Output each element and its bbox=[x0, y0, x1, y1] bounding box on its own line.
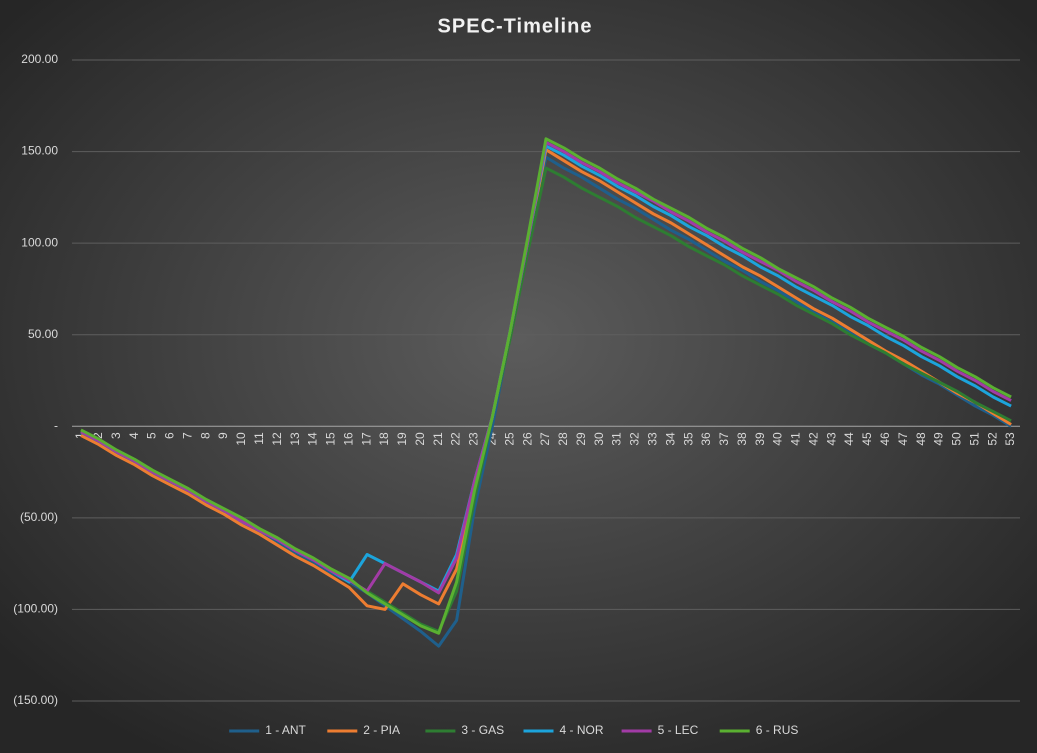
x-tick-label: 21 bbox=[431, 432, 445, 446]
x-tick-label: 34 bbox=[663, 432, 677, 446]
series-line bbox=[80, 137, 1012, 635]
x-tick-label: 52 bbox=[985, 432, 999, 446]
x-tick-label: 26 bbox=[520, 432, 534, 446]
x-tick-label: 49 bbox=[932, 432, 946, 446]
x-tick-label: 9 bbox=[216, 432, 230, 439]
x-tick-label: 31 bbox=[610, 432, 624, 446]
x-tick-label: 7 bbox=[180, 432, 194, 439]
x-tick-label: 51 bbox=[967, 432, 981, 446]
x-tick-label: 20 bbox=[413, 432, 427, 446]
x-tick-label: 28 bbox=[556, 432, 570, 446]
y-tick-label: 100.00 bbox=[21, 235, 58, 249]
x-tick-label: 29 bbox=[574, 432, 588, 446]
y-tick-label: 200.00 bbox=[21, 52, 58, 66]
x-tick-label: 19 bbox=[395, 432, 409, 446]
x-tick-label: 18 bbox=[377, 432, 391, 446]
x-tick-label: 10 bbox=[234, 432, 248, 446]
legend-label: 6 - RUS bbox=[756, 723, 799, 737]
x-tick-label: 4 bbox=[127, 432, 141, 439]
x-tick-label: 53 bbox=[1003, 432, 1017, 446]
y-tick-label: (50.00) bbox=[20, 510, 58, 524]
x-tick-label: 11 bbox=[252, 432, 266, 445]
x-tick-label: 30 bbox=[592, 432, 606, 446]
x-tick-label: 25 bbox=[502, 432, 516, 446]
x-tick-label: 44 bbox=[842, 432, 856, 446]
x-tick-label: 43 bbox=[824, 432, 838, 446]
y-tick-label: (150.00) bbox=[13, 693, 58, 707]
y-tick-label: 150.00 bbox=[21, 144, 58, 158]
y-tick-label: (100.00) bbox=[13, 602, 58, 616]
x-tick-label: 16 bbox=[341, 432, 355, 446]
x-tick-label: 5 bbox=[145, 432, 159, 439]
x-tick-label: 45 bbox=[860, 432, 874, 446]
x-tick-label: 6 bbox=[163, 432, 177, 439]
legend-label: 3 - GAS bbox=[461, 723, 504, 737]
x-tick-label: 2 bbox=[91, 432, 105, 439]
x-tick-label: 38 bbox=[735, 432, 749, 446]
legend-label: 1 - ANT bbox=[265, 723, 306, 737]
y-tick-label: - bbox=[54, 418, 58, 432]
x-tick-label: 32 bbox=[628, 432, 642, 446]
x-tick-label: 39 bbox=[753, 432, 767, 446]
legend-label: 5 - LEC bbox=[658, 723, 699, 737]
y-tick-label: 50.00 bbox=[28, 327, 58, 341]
x-tick-label: 48 bbox=[914, 432, 928, 446]
x-tick-label: 15 bbox=[324, 432, 338, 446]
x-tick-label: 47 bbox=[896, 432, 910, 446]
legend-label: 4 - NOR bbox=[560, 723, 604, 737]
x-tick-label: 8 bbox=[198, 432, 212, 439]
x-tick-label: 27 bbox=[538, 432, 552, 446]
x-tick-label: 35 bbox=[681, 432, 695, 446]
x-tick-label: 40 bbox=[771, 432, 785, 446]
x-tick-label: 41 bbox=[789, 432, 803, 446]
x-tick-label: 37 bbox=[717, 432, 731, 446]
x-tick-label: 33 bbox=[645, 432, 659, 446]
x-tick-label: 46 bbox=[878, 432, 892, 446]
x-tick-label: 23 bbox=[467, 432, 481, 446]
x-tick-label: 12 bbox=[270, 432, 284, 446]
chart-title: SPEC-Timeline bbox=[438, 15, 593, 37]
x-tick-label: 50 bbox=[950, 432, 964, 446]
x-tick-label: 17 bbox=[359, 432, 373, 446]
x-tick-label: 14 bbox=[306, 432, 320, 446]
x-tick-label: 42 bbox=[806, 432, 820, 446]
legend-label: 2 - PIA bbox=[363, 723, 400, 737]
x-tick-label: 13 bbox=[288, 432, 302, 446]
x-tick-label: 3 bbox=[109, 432, 123, 439]
x-tick-label: 22 bbox=[449, 432, 463, 446]
x-tick-label: 1 bbox=[73, 432, 87, 439]
x-tick-label: 36 bbox=[699, 432, 713, 446]
